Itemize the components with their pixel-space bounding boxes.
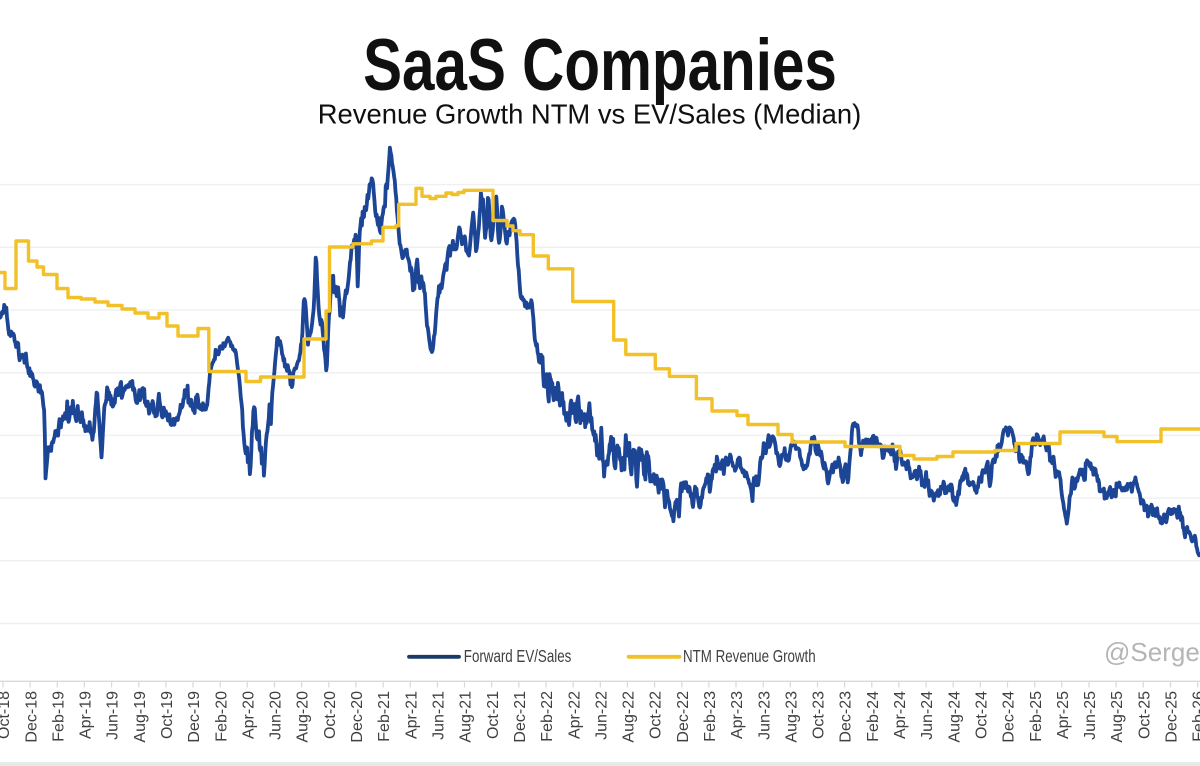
svg-text:Jun-25: Jun-25 xyxy=(1082,691,1099,740)
svg-text:Feb-26: Feb-26 xyxy=(1191,691,1200,742)
svg-text:Oct-22: Oct-22 xyxy=(648,691,665,739)
svg-text:Jun-24: Jun-24 xyxy=(919,691,936,740)
svg-text:Jun-23: Jun-23 xyxy=(756,691,773,740)
svg-text:NTM Revenue Growth: NTM Revenue Growth xyxy=(683,647,816,666)
svg-text:Aug-23: Aug-23 xyxy=(783,691,800,743)
svg-text:Feb-19: Feb-19 xyxy=(50,691,67,742)
svg-text:Dec-20: Dec-20 xyxy=(349,691,366,743)
svg-text:Feb-22: Feb-22 xyxy=(539,691,556,742)
svg-text:Dec-24: Dec-24 xyxy=(1001,691,1018,743)
svg-text:Aug-19: Aug-19 xyxy=(132,691,149,743)
svg-text:Apr-19: Apr-19 xyxy=(78,691,95,739)
svg-text:Jun-19: Jun-19 xyxy=(105,691,122,740)
svg-text:Aug-20: Aug-20 xyxy=(295,691,312,743)
svg-text:Oct-19: Oct-19 xyxy=(159,691,176,739)
svg-text:Dec-18: Dec-18 xyxy=(23,691,40,743)
svg-text:Aug-22: Aug-22 xyxy=(621,691,638,743)
svg-text:Feb-20: Feb-20 xyxy=(213,691,230,742)
svg-text:Apr-25: Apr-25 xyxy=(1055,691,1072,739)
svg-text:Apr-20: Apr-20 xyxy=(240,691,257,739)
svg-text:Forward EV/Sales: Forward EV/Sales xyxy=(464,647,572,666)
svg-text:Apr-22: Apr-22 xyxy=(566,691,583,739)
svg-text:Jun-21: Jun-21 xyxy=(431,691,448,740)
svg-text:Apr-21: Apr-21 xyxy=(403,691,420,739)
svg-text:Feb-24: Feb-24 xyxy=(865,691,882,742)
svg-text:Oct-18: Oct-18 xyxy=(0,691,13,739)
svg-text:Dec-23: Dec-23 xyxy=(838,691,855,743)
svg-text:Revenue Growth NTM vs EV/Sales: Revenue Growth NTM vs EV/Sales (Median) xyxy=(318,99,861,130)
svg-text:Jun-22: Jun-22 xyxy=(593,691,610,740)
svg-text:Aug-24: Aug-24 xyxy=(946,691,963,743)
svg-text:Oct-25: Oct-25 xyxy=(1136,691,1153,739)
svg-text:Oct-21: Oct-21 xyxy=(485,691,502,739)
svg-text:Aug-21: Aug-21 xyxy=(458,691,475,743)
svg-text:Oct-24: Oct-24 xyxy=(974,691,991,739)
svg-text:@SergeiPe: @SergeiPe xyxy=(1104,637,1200,667)
svg-text:Feb-21: Feb-21 xyxy=(376,691,393,742)
svg-text:Dec-25: Dec-25 xyxy=(1164,691,1181,743)
svg-text:Apr-24: Apr-24 xyxy=(892,691,909,739)
svg-text:Oct-20: Oct-20 xyxy=(322,691,339,739)
svg-text:Dec-21: Dec-21 xyxy=(512,691,529,743)
svg-text:Feb-23: Feb-23 xyxy=(702,691,719,742)
svg-text:Apr-23: Apr-23 xyxy=(729,691,746,739)
svg-text:Feb-25: Feb-25 xyxy=(1028,691,1045,742)
svg-text:SaaS Companies: SaaS Companies xyxy=(363,25,837,107)
svg-text:Dec-22: Dec-22 xyxy=(675,691,692,743)
svg-text:Dec-19: Dec-19 xyxy=(186,691,203,743)
svg-text:Jun-20: Jun-20 xyxy=(268,691,285,740)
svg-text:Oct-23: Oct-23 xyxy=(811,691,828,739)
svg-text:Aug-25: Aug-25 xyxy=(1109,691,1126,743)
